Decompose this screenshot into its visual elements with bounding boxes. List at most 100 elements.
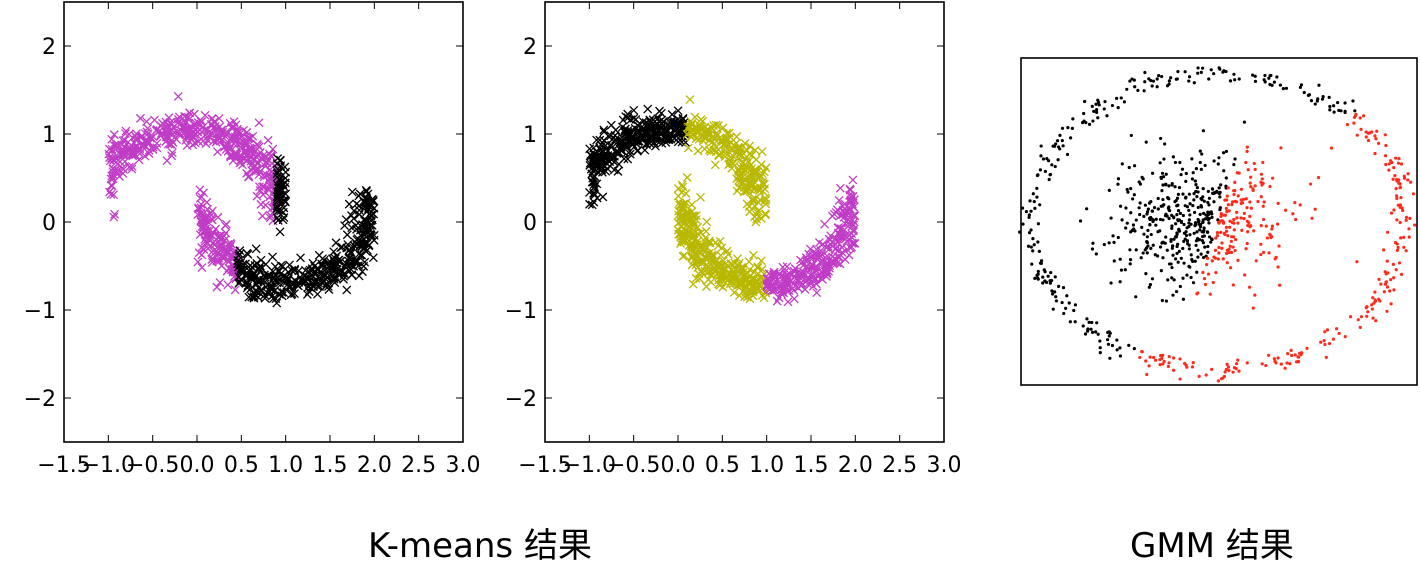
data-point bbox=[117, 140, 127, 150]
data-point bbox=[702, 217, 712, 227]
data-point bbox=[1185, 205, 1190, 209]
data-point bbox=[236, 275, 246, 284]
data-point bbox=[1161, 204, 1165, 208]
data-point bbox=[1313, 207, 1317, 211]
data-point bbox=[1207, 77, 1211, 81]
data-point bbox=[1192, 81, 1196, 85]
data-point bbox=[356, 221, 366, 231]
data-point bbox=[1035, 173, 1040, 178]
data-point bbox=[738, 158, 748, 167]
data-point bbox=[268, 144, 278, 154]
data-point bbox=[118, 150, 128, 160]
data-point bbox=[235, 246, 245, 256]
data-point bbox=[1027, 231, 1032, 235]
data-point bbox=[1275, 75, 1279, 79]
data-point bbox=[592, 135, 602, 145]
data-point bbox=[1208, 292, 1212, 296]
data-point bbox=[1384, 162, 1388, 167]
data-point bbox=[1115, 338, 1119, 342]
data-point bbox=[1128, 248, 1132, 252]
data-point bbox=[610, 130, 620, 140]
gmm-plot bbox=[1018, 57, 1418, 386]
data-point bbox=[1229, 250, 1234, 255]
data-point bbox=[681, 189, 691, 198]
data-point bbox=[1164, 182, 1168, 186]
data-point bbox=[1170, 276, 1174, 280]
data-point bbox=[1179, 219, 1184, 224]
data-point bbox=[1267, 251, 1271, 255]
data-point bbox=[1277, 244, 1281, 248]
data-point bbox=[1221, 220, 1226, 224]
data-point bbox=[1391, 262, 1395, 266]
data-point bbox=[204, 212, 214, 222]
data-point bbox=[1144, 140, 1148, 144]
data-point bbox=[1401, 208, 1405, 213]
data-point bbox=[242, 248, 252, 258]
data-point bbox=[1212, 200, 1216, 204]
data-point bbox=[197, 213, 207, 223]
data-point bbox=[646, 118, 655, 128]
data-point bbox=[1245, 149, 1249, 153]
data-point bbox=[1024, 210, 1028, 214]
data-point bbox=[1274, 361, 1278, 365]
data-point bbox=[1149, 232, 1153, 237]
data-point bbox=[1156, 230, 1160, 234]
data-point bbox=[644, 138, 654, 148]
data-point bbox=[1221, 257, 1225, 261]
data-point bbox=[1302, 90, 1306, 95]
data-point bbox=[1181, 276, 1185, 280]
data-point bbox=[1224, 206, 1228, 211]
data-point bbox=[290, 275, 300, 285]
data-point bbox=[1043, 169, 1047, 174]
data-point bbox=[1273, 257, 1277, 261]
data-point bbox=[1160, 171, 1165, 175]
data-point bbox=[218, 127, 228, 137]
y-tick-label: 1 bbox=[42, 123, 56, 148]
data-point bbox=[1162, 157, 1166, 161]
data-point bbox=[1216, 162, 1220, 166]
data-point bbox=[238, 160, 247, 170]
data-point bbox=[590, 150, 599, 160]
data-point bbox=[1271, 176, 1275, 180]
x-tick-label: −0.5 bbox=[126, 453, 179, 478]
data-point bbox=[1170, 226, 1174, 230]
data-point bbox=[308, 258, 318, 268]
data-point bbox=[163, 139, 173, 149]
data-point bbox=[1404, 218, 1408, 222]
data-point bbox=[1217, 186, 1221, 190]
data-point bbox=[1261, 160, 1265, 165]
data-point bbox=[1249, 175, 1253, 179]
data-point bbox=[346, 260, 356, 269]
data-point bbox=[1195, 270, 1199, 274]
data-point bbox=[709, 121, 719, 131]
data-point bbox=[1270, 224, 1275, 228]
data-point bbox=[1098, 351, 1102, 355]
data-point bbox=[1413, 223, 1417, 227]
data-point bbox=[217, 251, 227, 261]
data-point bbox=[1182, 222, 1186, 227]
data-point bbox=[1377, 141, 1381, 146]
data-point bbox=[1253, 293, 1257, 297]
data-point bbox=[726, 277, 736, 287]
data-point bbox=[1200, 234, 1205, 239]
data-point bbox=[203, 135, 213, 145]
series-0 bbox=[1018, 66, 1357, 360]
data-point bbox=[1249, 185, 1253, 189]
data-point bbox=[1167, 205, 1171, 209]
data-point bbox=[1251, 306, 1255, 310]
data-point bbox=[1143, 203, 1148, 207]
data-point bbox=[1219, 214, 1223, 218]
data-point bbox=[687, 118, 697, 128]
plot-frame bbox=[1020, 57, 1418, 386]
data-point bbox=[1148, 223, 1152, 227]
data-point bbox=[1394, 268, 1398, 272]
data-point bbox=[1071, 117, 1075, 121]
data-point bbox=[831, 207, 841, 217]
data-point bbox=[1227, 247, 1231, 251]
data-point bbox=[692, 127, 702, 137]
data-point bbox=[274, 278, 284, 288]
data-point bbox=[276, 184, 286, 194]
data-point bbox=[254, 118, 264, 128]
data-point bbox=[117, 148, 127, 158]
data-point bbox=[1226, 203, 1230, 207]
